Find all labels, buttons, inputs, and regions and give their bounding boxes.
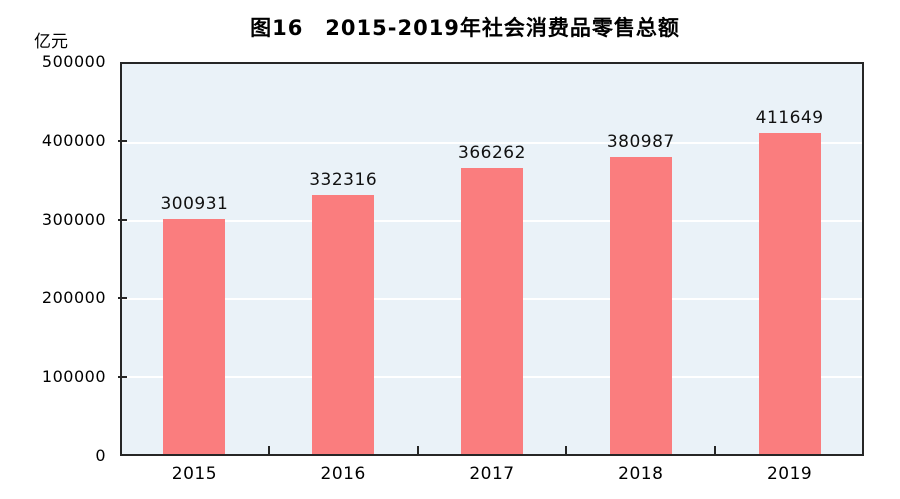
- bar-2018: [609, 156, 672, 454]
- y-axis-label: 200000: [41, 288, 106, 308]
- y-axis-tick: [118, 376, 127, 379]
- x-axis-label: 2017: [469, 464, 515, 484]
- y-axis-label: 500000: [41, 52, 106, 71]
- y-axis-tick: [118, 139, 127, 142]
- x-axis-tick: [714, 446, 717, 454]
- plot-area: [120, 62, 864, 456]
- y-axis-unit-label: 亿元: [34, 32, 68, 52]
- gridline: [122, 142, 862, 144]
- x-axis-tick: [416, 446, 419, 454]
- bar-2017: [461, 168, 523, 454]
- x-axis-tick: [565, 446, 568, 454]
- bar-value-label: 332316: [309, 169, 378, 190]
- y-axis-tick: [118, 218, 127, 221]
- bar-2016: [312, 194, 375, 454]
- y-axis-label: 400000: [41, 130, 106, 150]
- bar-value-label: 300931: [160, 194, 229, 215]
- bar-value-label: 380987: [606, 131, 675, 152]
- x-axis-label: 2019: [766, 464, 813, 484]
- bar-value-label: 366262: [458, 143, 526, 164]
- x-axis-label: 2015: [171, 464, 218, 484]
- chart-title: 图16 2015-2019年社会消费品零售总额: [250, 16, 680, 40]
- x-axis-tick: [267, 446, 270, 454]
- y-axis-label: 0: [95, 446, 106, 465]
- bar-value-label: 411649: [755, 107, 824, 128]
- y-axis-tick: [118, 297, 127, 300]
- bar-2019: [758, 132, 821, 454]
- x-axis-label: 2016: [320, 464, 366, 484]
- x-axis-label: 2018: [618, 464, 664, 484]
- y-axis-label: 300000: [41, 209, 106, 229]
- y-axis-label: 100000: [41, 367, 106, 387]
- bar-2015: [163, 219, 226, 454]
